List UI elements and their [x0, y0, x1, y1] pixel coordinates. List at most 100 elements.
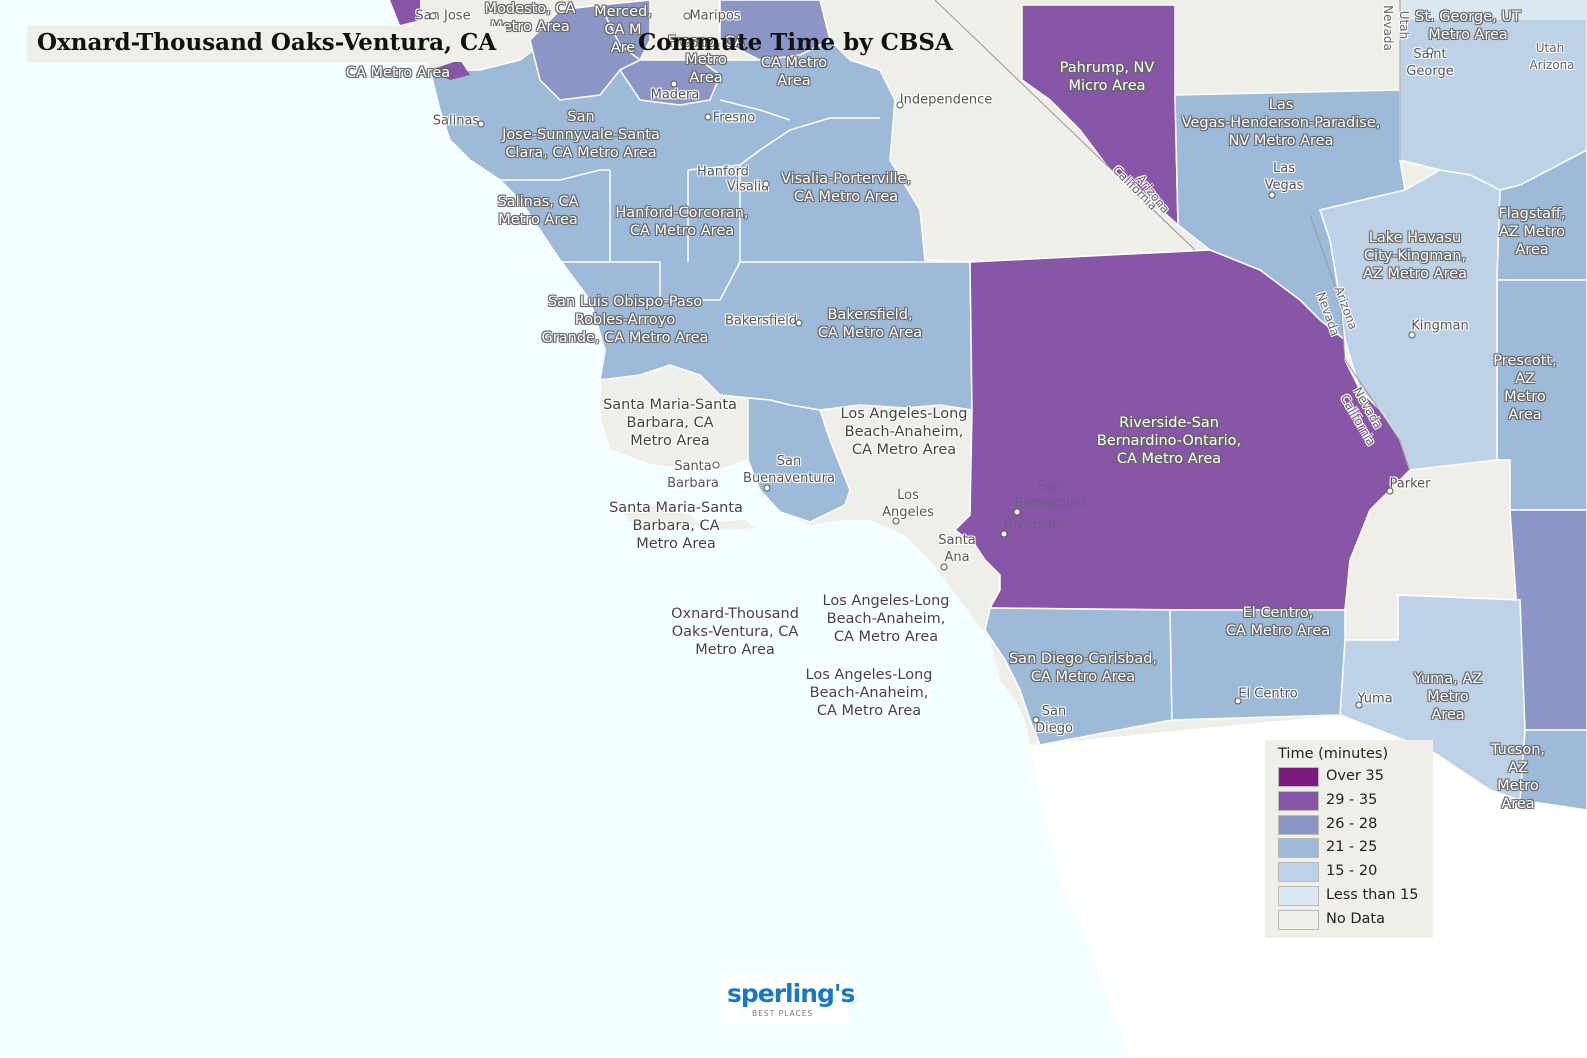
region-label: Lake Havasu City-Kingman, AZ Metro Area — [1362, 230, 1468, 282]
region-label: San Luis Obispo-Paso Robles-Arroyo Grand… — [541, 294, 709, 346]
legend-swatch — [1278, 767, 1319, 787]
legend-label: No Data — [1326, 910, 1385, 927]
region-label: Fresno, CA Metro Area — [667, 34, 745, 86]
legend-swatch — [1278, 838, 1319, 859]
region-yuma — [1339, 594, 1526, 802]
region-label: Santa Maria-Santa Barbara, CA Metro Area — [609, 500, 743, 552]
region-label: Merced, CA M Are — [594, 4, 652, 56]
city-label: Hanford — [697, 164, 749, 180]
city-marker — [1386, 487, 1394, 495]
region-fresno — [618, 59, 721, 106]
city-marker — [429, 12, 437, 20]
city-marker — [1355, 701, 1363, 709]
city-marker — [477, 120, 485, 128]
city-marker — [762, 180, 770, 188]
region-label: San Jose-Sunnyvale-Santa Clara, CA Metro… — [502, 109, 660, 161]
legend-label: Over 35 — [1326, 768, 1384, 784]
state-label: Arizona — [1529, 58, 1575, 72]
city-label: Independence — [899, 92, 993, 108]
city-marker — [704, 113, 712, 121]
region-label: Salinas, CA Metro Area — [497, 194, 579, 228]
city-label: Santa Barbara — [667, 459, 719, 491]
city-label: San Bernardino — [1014, 479, 1086, 511]
region-label: Santa Maria-Santa Barbara, CA Metro Area — [603, 397, 737, 449]
region-label: Flagstaff, AZ Metro Area — [1498, 206, 1566, 258]
ca-nv-border — [934, 0, 1196, 251]
city-marker — [1013, 508, 1021, 516]
city-label: Parker — [1389, 476, 1431, 492]
city-label: Bakersfield — [724, 313, 798, 329]
city-marker — [1000, 530, 1008, 538]
legend-swatch — [1278, 814, 1319, 835]
logo-brand: sperling's — [727, 979, 855, 1008]
city-marker — [1408, 331, 1416, 339]
city-marker — [1268, 191, 1276, 199]
island — [715, 520, 755, 530]
region-label: Los Angeles-Long Beach-Anaheim, CA Metro… — [805, 667, 933, 719]
region-sj-corner — [390, 0, 420, 25]
region-label: El Centro, CA Metro Area — [1225, 605, 1331, 639]
city-label: Yuma — [1357, 691, 1393, 707]
island — [620, 505, 700, 528]
map-title: Commute Time by CBSA — [638, 29, 953, 56]
city-label: Kingman — [1411, 318, 1469, 334]
legend-swatch — [1278, 886, 1319, 906]
region-el-centro — [1169, 609, 1346, 721]
city-label: Las Vegas — [1264, 161, 1304, 193]
region-label: Tucson, AZ Metro Area — [1490, 742, 1546, 812]
city-label: Visalia — [726, 179, 770, 195]
region-label: St. George, UT Metro Area — [1415, 9, 1521, 43]
state-label: Nevada — [1381, 5, 1395, 51]
sperlings-logo: sperling's BEST PLACES — [719, 973, 855, 1025]
city-marker — [712, 461, 720, 469]
legend-swatch — [1278, 790, 1319, 811]
legend-label: 15 - 20 — [1326, 863, 1378, 880]
city-marker — [683, 12, 691, 20]
legend-label: 26 - 28 — [1326, 815, 1378, 832]
region-mariposa — [719, 0, 831, 61]
logo-tagline: BEST PLACES — [752, 1009, 814, 1018]
city-marker — [670, 80, 678, 88]
city-label: San Jose — [415, 8, 471, 24]
city-label: Madera — [650, 87, 700, 103]
city-marker — [795, 319, 803, 327]
city-marker — [896, 101, 904, 109]
place-title: Oxnard-Thousand Oaks-Ventura, CA — [27, 26, 507, 62]
city-label: San Diego — [1035, 704, 1073, 736]
city-label: Saint George — [1406, 47, 1454, 79]
region-label: Oxnard-Thousand Oaks-Ventura, CA Metro A… — [671, 606, 799, 658]
legend: Time (minutes) Over 35 29 - 35 26 - 28 21 -… — [1265, 740, 1433, 938]
city-marker — [1426, 47, 1434, 55]
city-label: Maripos — [689, 8, 741, 24]
region-sf-corner — [430, 60, 470, 80]
city-label: El Centro — [1238, 686, 1298, 702]
city-marker — [738, 182, 746, 190]
legend-swatch — [1278, 909, 1319, 930]
region-label: Los Angeles-Long Beach-Anaheim, CA Metro… — [822, 593, 950, 645]
region-label: CA Metro Area — [760, 55, 828, 89]
nv-az-border — [1309, 214, 1411, 471]
legend-swatch — [1278, 862, 1319, 883]
region-label: Riverside-San Bernardino-Ontario, CA Met… — [1096, 415, 1242, 467]
city-label: Salinas — [432, 113, 480, 129]
city-marker — [1032, 716, 1040, 724]
city-marker — [763, 484, 771, 492]
region-label: Las Vegas-Henderson-Paradise, NV Metro A… — [1181, 97, 1381, 149]
region-label: Pahrump, NV Micro Area — [1059, 60, 1155, 94]
city-label: Santa Ana — [938, 533, 976, 565]
region-flagstaff — [1496, 149, 1587, 281]
region-ventura — [747, 397, 851, 523]
legend-label: Less than 15 — [1326, 887, 1419, 903]
state-label: Utah — [1535, 41, 1565, 55]
legend-label: 21 - 25 — [1326, 839, 1378, 856]
region-label: Yuma, AZ Metro Area — [1413, 671, 1483, 723]
region-pahrump — [1021, 4, 1179, 227]
region-label: Los Angeles-Long Beach-Anaheim, CA Metro… — [840, 406, 968, 458]
region-label: San Diego-Carlsbad, CA Metro Area — [1008, 651, 1158, 685]
legend-title: Time (minutes) — [1278, 746, 1389, 762]
region-label: Visalia-Porterville, CA Metro Area — [780, 171, 912, 205]
city-label: Riverside — [1003, 517, 1065, 533]
region-label: Hanford-Corcoran, CA Metro Area — [615, 205, 749, 239]
city-label: Los Angeles — [882, 488, 934, 520]
